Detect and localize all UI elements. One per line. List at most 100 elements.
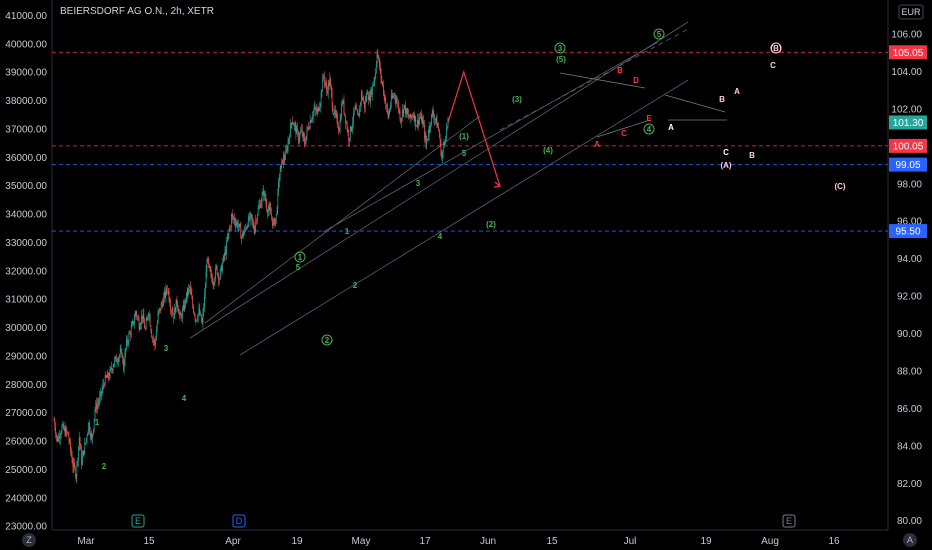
wave-label: 5: [462, 149, 467, 158]
wave-label-circle: [653, 28, 665, 40]
candle-body: [199, 308, 201, 315]
candle-body: [372, 85, 373, 95]
timezone-button[interactable]: Z: [22, 533, 36, 547]
candle-body: [121, 349, 123, 357]
candle-body: [170, 305, 171, 311]
candle-body: [363, 100, 365, 102]
candle-body: [319, 103, 321, 108]
candle-body: [337, 117, 339, 127]
candle-body: [411, 116, 413, 118]
candle-body: [89, 422, 90, 432]
candle-body: [306, 128, 308, 136]
candle-body: [132, 321, 134, 324]
candle-body: [440, 140, 442, 156]
price-level-tag: [889, 138, 927, 153]
candle-body: [383, 93, 385, 96]
left-axis-tick: 40000.00: [5, 39, 47, 50]
candle-body: [415, 116, 417, 126]
candle-body: [206, 262, 208, 272]
candle-body: [353, 111, 355, 113]
candle-body: [119, 350, 121, 356]
candle-body: [388, 112, 390, 118]
right-axis-tick: 84.00: [897, 441, 922, 452]
candle-body: [118, 357, 119, 362]
candle-body: [377, 53, 379, 56]
candle-body: [57, 439, 59, 442]
wave-label: (C): [834, 182, 845, 191]
candle-body: [282, 159, 283, 164]
candle-body: [320, 92, 322, 104]
scale-settings-button[interactable]: A: [903, 533, 917, 547]
candle-body: [290, 124, 291, 138]
candle-body: [389, 109, 391, 113]
candle-body: [305, 135, 307, 143]
candle-body: [68, 435, 70, 441]
candle-body: [114, 358, 116, 364]
candle-body: [102, 384, 104, 390]
candle-body: [260, 202, 262, 208]
candle-body: [314, 107, 316, 109]
candle-body: [71, 455, 73, 463]
candle-body: [148, 313, 149, 318]
candle-body: [192, 298, 194, 307]
candle-body: [138, 319, 140, 330]
candle-body: [441, 155, 443, 159]
candle-body: [311, 119, 313, 123]
channel-line: [239, 79, 689, 356]
candle-body: [262, 191, 264, 196]
candle-body: [290, 123, 292, 125]
candle-body: [392, 96, 394, 98]
candle-body: [92, 434, 93, 439]
candle-body: [322, 77, 324, 92]
candle-body: [357, 113, 359, 117]
candle-body: [186, 292, 188, 296]
candle-body: [357, 109, 358, 114]
wave-label: B: [749, 151, 755, 160]
time-axis[interactable]: Mar 15 Apr 19 May 17 Jun 15 Jul 19 Aug 16: [77, 536, 840, 547]
right-price-axis[interactable]: 80.00 82.00 84.00 86.00 88.00 90.00 92.00 94.00…: [891, 30, 922, 528]
candle-body: [185, 300, 186, 303]
price-level-labels: 105.05 100.05 99.05 95.50 101.30: [889, 45, 927, 239]
candle-body: [83, 450, 85, 454]
candle-body: [334, 109, 335, 115]
candle-body: [316, 109, 317, 113]
left-axis-tick: 41000.00: [5, 11, 47, 22]
candle-body: [335, 114, 337, 115]
price-level-tag: [889, 115, 927, 130]
left-axis-tick: 31000.00: [5, 295, 47, 306]
candle-body: [295, 125, 297, 135]
candle-body: [416, 119, 418, 127]
candle-body: [82, 450, 84, 457]
candle-body: [234, 218, 235, 223]
right-axis-tick: 86.00: [897, 404, 922, 415]
candle-body: [93, 428, 94, 435]
candle-body: [109, 369, 111, 378]
candle-body: [275, 218, 276, 225]
candle-body: [70, 450, 72, 456]
candle-body: [251, 214, 253, 220]
candle-body: [351, 127, 353, 131]
candle-body: [272, 222, 274, 225]
candle-body: [177, 302, 179, 309]
candle-body: [338, 126, 339, 130]
candle-body: [253, 227, 255, 233]
candle-body: [362, 99, 364, 101]
candle-body: [77, 460, 78, 463]
candle-body: [386, 104, 387, 106]
candle-body: [62, 424, 64, 427]
candle-body: [341, 104, 342, 119]
candle-body: [174, 308, 175, 319]
candle-body: [329, 78, 331, 87]
left-price-axis[interactable]: 23000.00 24000.00 25000.00 26000.00 27000.00…: [5, 11, 47, 533]
candle-body: [167, 290, 168, 291]
wave-label-circle: [294, 251, 306, 263]
candle-body: [79, 437, 81, 446]
candle-body: [115, 356, 117, 362]
candle-body: [188, 287, 190, 290]
currency-button[interactable]: EUR: [898, 4, 924, 20]
candle-body: [286, 149, 287, 153]
candle-body: [137, 317, 139, 320]
candle-body: [395, 98, 397, 103]
